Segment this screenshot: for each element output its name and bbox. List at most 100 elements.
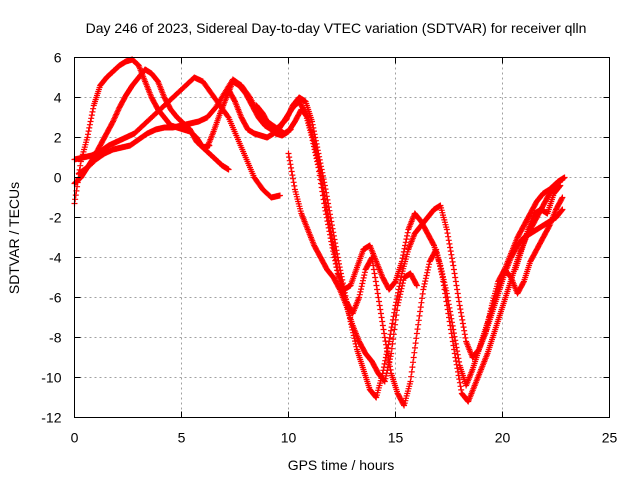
data-point <box>309 118 316 125</box>
data-point <box>452 274 459 281</box>
data-point <box>384 367 391 374</box>
data-point <box>385 361 392 368</box>
data-point <box>87 118 94 125</box>
data-point <box>422 275 429 282</box>
data-point <box>390 313 397 320</box>
data-point <box>400 277 407 284</box>
data-point <box>284 113 291 120</box>
data-point <box>72 196 79 203</box>
data-point <box>488 305 495 312</box>
data-point <box>368 255 375 262</box>
data-point <box>357 288 364 295</box>
data-point <box>316 156 323 163</box>
data-point <box>403 236 410 243</box>
data-point <box>450 266 457 273</box>
data-point <box>388 350 395 357</box>
data-point <box>385 364 392 371</box>
data-point <box>287 106 294 113</box>
data-point <box>336 264 343 271</box>
data-point <box>392 321 399 328</box>
data-point <box>339 280 346 287</box>
data-point <box>336 260 343 267</box>
data-point <box>321 182 328 189</box>
data-point <box>86 121 93 128</box>
data-point <box>337 270 344 277</box>
data-point <box>84 131 91 138</box>
data-point <box>377 306 384 313</box>
data-point <box>408 373 415 380</box>
data-point <box>317 160 324 167</box>
data-point <box>90 105 97 112</box>
data-point <box>483 327 490 334</box>
data-point <box>329 225 336 232</box>
data-point <box>444 302 451 309</box>
x-tick-label: 15 <box>388 430 404 446</box>
data-point <box>454 365 461 372</box>
data-point <box>451 270 458 277</box>
data-point <box>436 260 443 267</box>
data-point <box>224 113 231 120</box>
data-point <box>396 294 403 301</box>
data-point <box>371 270 378 277</box>
data-point <box>561 174 568 181</box>
data-point <box>380 326 387 333</box>
data-point <box>318 166 325 173</box>
data-point <box>454 286 461 293</box>
data-point <box>370 262 377 269</box>
data-point <box>358 283 365 290</box>
data-point <box>424 266 431 273</box>
points-layer <box>71 56 568 409</box>
data-point <box>460 324 467 331</box>
data-point <box>556 183 563 190</box>
data-point <box>386 356 393 363</box>
data-point <box>484 319 491 326</box>
data-point <box>442 290 449 297</box>
data-point <box>447 244 454 251</box>
data-point <box>385 341 392 348</box>
data-point <box>447 322 454 329</box>
data-point <box>453 282 460 289</box>
data-point <box>379 322 386 329</box>
data-point <box>389 320 396 327</box>
data-point <box>338 273 345 280</box>
data-point <box>435 254 442 261</box>
y-tick-label: -6 <box>49 290 62 306</box>
data-point <box>339 276 346 283</box>
data-point <box>439 274 446 281</box>
data-point <box>420 283 427 290</box>
data-point <box>356 294 363 301</box>
x-tick-label: 0 <box>71 430 79 446</box>
y-axis-label: SDTVAR / TECUs <box>6 182 22 294</box>
data-point <box>86 124 93 131</box>
data-point <box>415 317 422 324</box>
data-point <box>557 182 564 189</box>
data-point <box>375 294 382 301</box>
data-point <box>353 343 360 350</box>
data-point <box>459 320 466 327</box>
data-point <box>483 324 490 331</box>
data-point <box>404 229 411 236</box>
data-point <box>459 316 466 323</box>
data-point <box>408 368 415 375</box>
data-point <box>383 351 390 358</box>
data-point <box>327 214 334 221</box>
data-point <box>314 147 321 154</box>
data-point <box>326 207 333 214</box>
data-point <box>411 344 418 351</box>
data-point <box>390 331 397 338</box>
data-point <box>395 296 402 303</box>
data-point <box>313 140 320 147</box>
data-point <box>445 237 452 244</box>
data-point <box>453 361 460 368</box>
data-point <box>376 298 383 305</box>
y-tick-label: -8 <box>49 330 62 346</box>
data-point <box>381 360 388 367</box>
data-point <box>413 282 420 289</box>
y-tick-label: -4 <box>49 250 62 266</box>
data-point <box>455 372 462 379</box>
data-point <box>412 340 419 347</box>
data-point <box>314 144 321 151</box>
data-point <box>419 295 426 302</box>
data-point <box>340 283 347 290</box>
